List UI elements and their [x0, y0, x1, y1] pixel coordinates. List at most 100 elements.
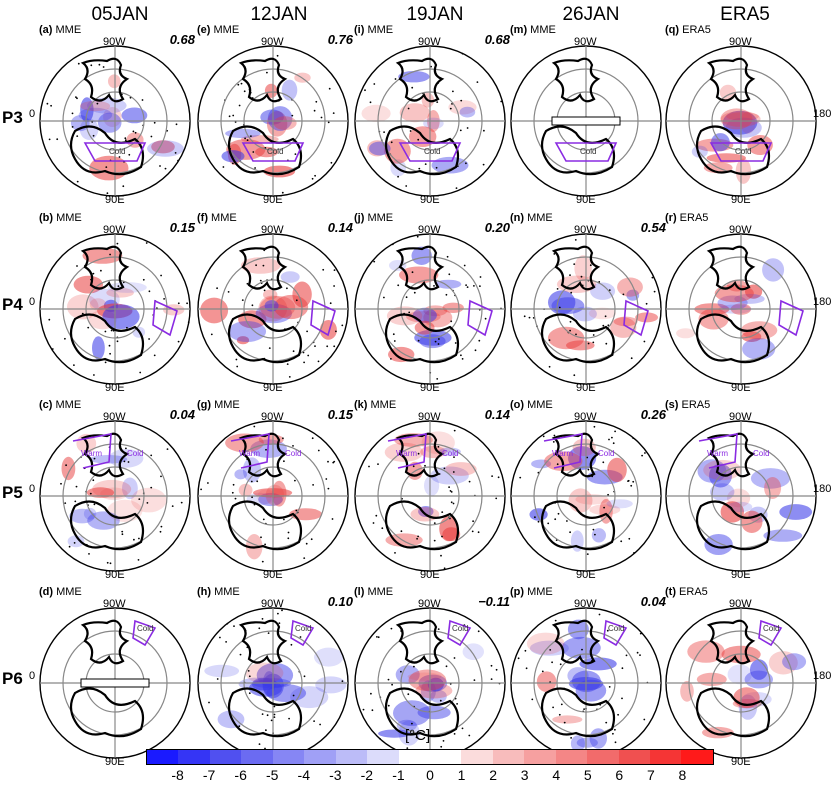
- negative-anomaly-patch: [606, 499, 633, 509]
- panel-letter: (k): [354, 399, 368, 411]
- significance-dot: [71, 112, 74, 115]
- positive-anomaly-patch: [764, 477, 782, 499]
- significance-dot: [273, 705, 276, 708]
- positive-anomaly-patch: [384, 138, 411, 164]
- significance-dot: [449, 107, 452, 110]
- significance-dot: [238, 725, 241, 728]
- panel-source: ERA5: [678, 399, 711, 411]
- lon-label-90e: 90E: [105, 569, 125, 581]
- significance-dot: [327, 121, 330, 124]
- panel-f: (f) MME 0.14 90W 90E: [193, 212, 355, 402]
- significance-dot: [100, 269, 102, 272]
- significance-dot: [283, 460, 285, 463]
- negative-anomaly-patch: [89, 455, 128, 464]
- significance-dot: [273, 713, 276, 716]
- negative-anomaly-patch: [576, 737, 598, 748]
- significance-dot: [266, 71, 268, 74]
- significance-dot: [592, 528, 595, 531]
- significance-dot: [132, 130, 135, 133]
- lon-label-90w: 90W: [103, 224, 126, 236]
- panel-source: MME: [524, 212, 553, 224]
- colorbar-tick-label: 7: [646, 767, 655, 783]
- significance-dot: [554, 518, 557, 521]
- significance-dot: [373, 83, 376, 85]
- significance-dot: [315, 100, 318, 103]
- colorbar-segment: [650, 750, 682, 764]
- positive-anomaly-patch: [526, 632, 565, 655]
- significance-dot: [305, 542, 308, 545]
- correlation-value: 0.14: [484, 407, 510, 422]
- significance-dot: [341, 324, 344, 327]
- panel-letter: (m): [510, 24, 528, 36]
- panel-label: (b) MME: [39, 212, 82, 224]
- panel-letter: (t): [665, 586, 676, 598]
- lon-label-180: 180: [813, 108, 832, 120]
- panel-letter: (n): [510, 212, 525, 224]
- significance-dot: [608, 289, 611, 291]
- negative-anomaly-patch: [396, 719, 417, 732]
- panel-letter: (q): [665, 24, 680, 36]
- significance-dot: [246, 282, 249, 285]
- colorbar-segment: [618, 750, 650, 764]
- positive-anomaly-patch: [89, 298, 107, 311]
- negative-anomaly-patch: [742, 338, 776, 360]
- negative-anomaly-patch: [121, 107, 148, 124]
- panel-d: Cold (d) MME 90W 90E 0: [29, 586, 197, 776]
- significance-dot: [548, 339, 551, 341]
- panel-source: MME: [524, 399, 553, 411]
- significance-dot: [371, 709, 374, 712]
- significance-dot: [541, 670, 544, 673]
- lon-label-90w: 90W: [729, 224, 752, 236]
- negative-anomaly-patch: [147, 140, 184, 157]
- significance-dot: [387, 678, 390, 681]
- negative-anomaly-patch: [78, 107, 113, 123]
- significance-dot: [104, 330, 107, 333]
- positive-anomaly-patch: [442, 302, 464, 313]
- significance-dot: [387, 704, 390, 707]
- coastline: [384, 619, 460, 738]
- significance-dot: [364, 89, 366, 92]
- significance-dot: [625, 654, 628, 657]
- positive-anomaly-patch: [131, 487, 167, 513]
- negative-anomaly-patch: [567, 619, 589, 640]
- positive-anomaly-patch: [86, 487, 115, 498]
- significance-dot: [602, 324, 605, 327]
- positive-anomaly-patch: [566, 340, 595, 351]
- significance-dot: [250, 135, 252, 137]
- significance-dot: [569, 531, 571, 534]
- positive-anomaly-patch: [575, 494, 609, 505]
- significance-dot: [553, 253, 556, 255]
- significance-dot: [612, 732, 614, 735]
- panel-label: (j) MME: [354, 212, 393, 224]
- significance-dot: [542, 435, 545, 438]
- lon-label-90w: 90W: [729, 411, 752, 423]
- cold-box-label: Cold: [267, 147, 283, 156]
- region-box: [778, 299, 804, 337]
- significance-dot: [177, 340, 180, 343]
- coastline: [540, 619, 616, 738]
- significance-dot: [465, 284, 467, 286]
- significance-dot: [286, 363, 289, 365]
- lon-label-0: 0: [29, 670, 36, 682]
- significance-dot: [383, 131, 385, 133]
- significance-dot: [465, 162, 467, 165]
- significance-dot: [531, 698, 534, 701]
- significance-dot: [109, 562, 112, 565]
- significance-dot: [264, 543, 266, 546]
- significance-dot: [232, 162, 234, 165]
- colorbar-segment: [147, 750, 179, 764]
- significance-dot: [159, 165, 161, 167]
- panel-letter: (r): [665, 212, 677, 224]
- significance-dot: [225, 641, 227, 643]
- significance-dot: [622, 293, 625, 296]
- colorbar-tick-label: 6: [615, 767, 624, 783]
- significance-dot: [440, 554, 442, 557]
- negative-anomaly-patch: [242, 457, 262, 483]
- lon-label-90e: 90E: [731, 756, 751, 768]
- significance-dot: [123, 460, 126, 463]
- lon-label-90w: 90W: [418, 36, 441, 48]
- significance-dot: [240, 82, 243, 85]
- significance-dot: [397, 175, 399, 178]
- polar-map: Warm Cold: [39, 420, 191, 572]
- panel-l: Cold(l) MME−0.1190W90E: [350, 586, 512, 776]
